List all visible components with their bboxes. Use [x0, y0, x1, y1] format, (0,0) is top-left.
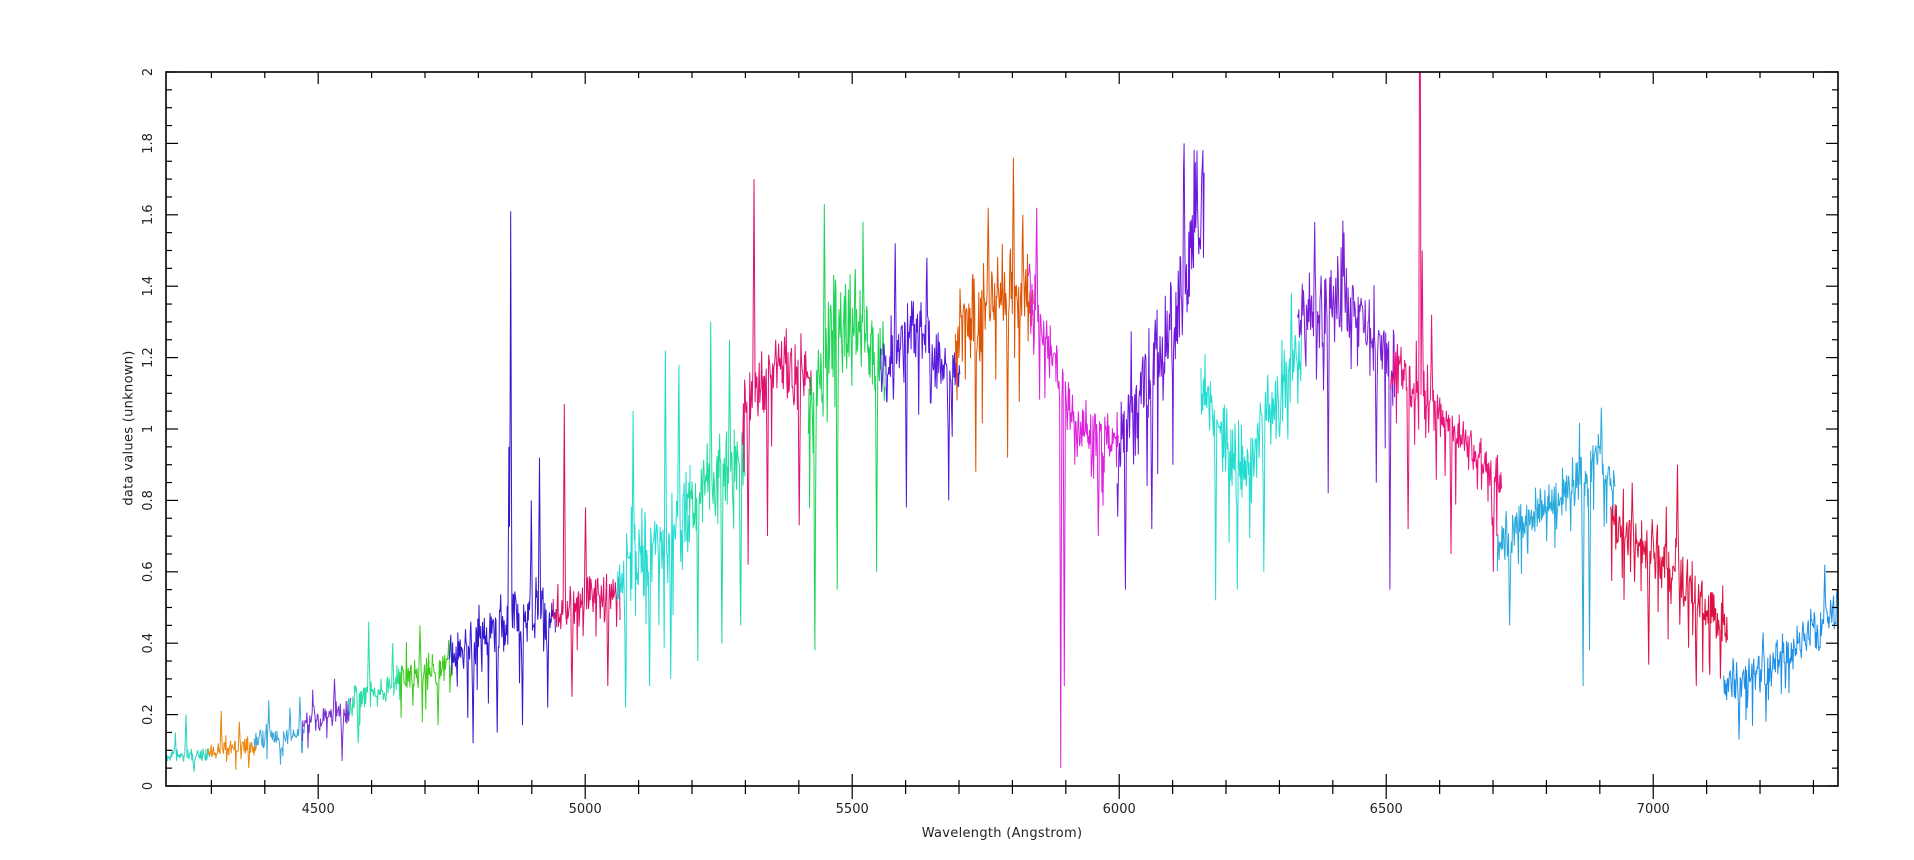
y-tick-label: 0	[141, 782, 156, 790]
spectrum-segment-order-20	[1496, 407, 1616, 687]
spectrum-segment-order-06	[398, 625, 453, 726]
spectrum-segment-order-02	[207, 710, 257, 770]
spectrum-segment-order-15	[1027, 207, 1120, 769]
spectrum-segment-order-01	[166, 714, 211, 772]
y-tick-label: 1.6	[141, 204, 156, 225]
x-tick-label: 5500	[836, 802, 869, 817]
x-axis-title: Wavelength (Angstrom)	[921, 826, 1083, 841]
spectrum-segment-order-08	[552, 403, 621, 697]
y-tick-label: 0.8	[141, 490, 156, 511]
y-tick-label: 1	[141, 425, 156, 433]
spectrum-segment-order-18	[1297, 220, 1396, 590]
spectrum-segment-order-13	[880, 243, 961, 508]
spectrum-segment-order-12	[807, 204, 886, 651]
y-tick-label: 1.8	[141, 133, 156, 154]
spectrum-segment-order-04	[301, 678, 352, 762]
spectrum-segment-order-10	[686, 321, 746, 662]
spectrum-segment-order-07	[448, 211, 556, 744]
spectrum-segment-order-19	[1390, 72, 1502, 572]
spectrum-segment-order-22	[1723, 564, 1838, 740]
y-axis-title: data values (unknown)	[121, 350, 137, 506]
x-tick-label: 4500	[302, 802, 335, 817]
spectrum-orders	[166, 72, 1838, 772]
x-tick-label: 7000	[1637, 802, 1670, 817]
y-tick-label: 0.4	[141, 633, 156, 654]
x-tick-label: 6500	[1370, 802, 1403, 817]
y-tick-label: 1.4	[141, 276, 156, 297]
y-tick-label: 0.6	[141, 561, 156, 582]
spectrum-segment-order-09	[616, 350, 691, 708]
spectrum-segment-order-03	[253, 696, 306, 765]
y-tick-label: 0.2	[141, 704, 156, 725]
spectrum-segment-order-16	[1116, 143, 1205, 590]
spectrum-segment-order-11	[741, 179, 812, 565]
axis-ticks	[166, 71, 1838, 799]
tick-labels: 4500 5000 5500 6000 6500 7000 0 0.2 0.4 0.6 0.8 1 1.…	[141, 68, 1670, 817]
x-tick-label: 6000	[1103, 802, 1136, 817]
spectrum-segment-order-14	[954, 157, 1034, 472]
spectrum-segment-order-05	[347, 621, 403, 744]
x-tick-label: 5000	[569, 802, 602, 817]
y-tick-label: 1.2	[141, 347, 156, 368]
plot-frame	[165, 71, 1839, 787]
spectrum-segment-order-17	[1200, 293, 1302, 601]
y-tick-label: 2	[141, 68, 156, 76]
spectrum-segment-order-21	[1610, 464, 1728, 687]
